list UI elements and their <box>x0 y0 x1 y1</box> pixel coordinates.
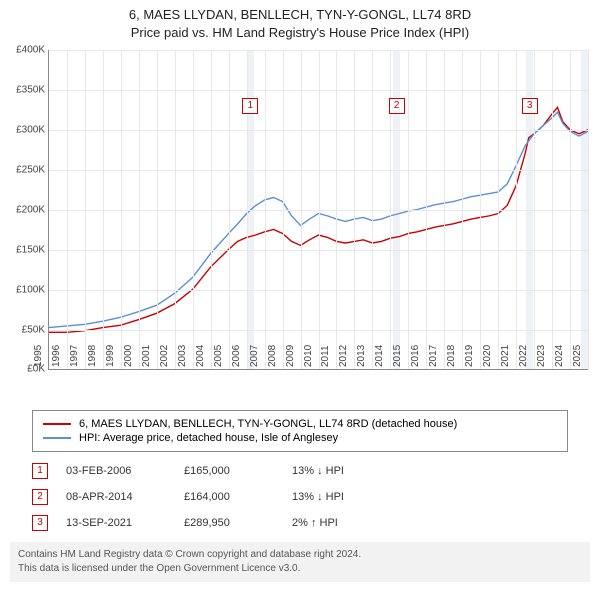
sale-date: 03-FEB-2006 <box>66 465 166 477</box>
chart-marker: 3 <box>522 98 538 114</box>
titles: 6, MAES LLYDAN, BENLLECH, TYN-Y-GONGL, L… <box>0 0 600 42</box>
x-axis-label: 2008 <box>267 345 278 369</box>
x-axis-label: 1998 <box>87 345 98 369</box>
y-axis-label: £400K <box>16 45 49 56</box>
y-axis-label: £200K <box>16 204 49 215</box>
attribution-line: Contains HM Land Registry data © Crown c… <box>18 548 582 562</box>
x-axis-label: 2020 <box>482 345 493 369</box>
x-axis-label: 2025 <box>572 345 583 369</box>
x-axis-label: 2016 <box>410 345 421 369</box>
sale-row: 3 13-SEP-2021 £289,950 2% ↑ HPI <box>32 510 568 536</box>
x-axis-label: 2023 <box>536 345 547 369</box>
sales-list: 1 03-FEB-2006 £165,000 13% ↓ HPI 2 08-APR-201… <box>32 458 568 536</box>
x-axis-label: 2015 <box>392 345 403 369</box>
x-axis-label: 2021 <box>500 345 511 369</box>
x-axis-label: 1995 <box>33 345 44 369</box>
x-axis-label: 2002 <box>159 345 170 369</box>
x-axis-label: 2009 <box>285 345 296 369</box>
title-address: 6, MAES LLYDAN, BENLLECH, TYN-Y-GONGL, L… <box>0 6 600 24</box>
x-axis-label: 2019 <box>464 345 475 369</box>
x-axis-label: 2000 <box>123 345 134 369</box>
sale-date: 08-APR-2014 <box>66 491 166 503</box>
x-axis-label: 2014 <box>374 345 385 369</box>
sale-row: 1 03-FEB-2006 £165,000 13% ↓ HPI <box>32 458 568 484</box>
legend-swatch <box>43 437 71 439</box>
sale-hpi: 13% ↓ HPI <box>292 491 412 503</box>
chart-marker: 2 <box>389 98 405 114</box>
sale-price: £289,950 <box>184 517 274 529</box>
sale-marker: 3 <box>32 515 48 531</box>
x-axis-label: 2022 <box>518 345 529 369</box>
sale-hpi: 13% ↓ HPI <box>292 465 412 477</box>
x-axis-label: 2001 <box>141 345 152 369</box>
chart-container: 6, MAES LLYDAN, BENLLECH, TYN-Y-GONGL, L… <box>0 0 600 582</box>
x-axis-label: 2024 <box>554 345 565 369</box>
x-axis-label: 2010 <box>303 345 314 369</box>
x-axis-label: 2011 <box>320 346 331 370</box>
chart-marker: 1 <box>242 98 258 114</box>
legend-item: HPI: Average price, detached house, Isle… <box>43 431 557 445</box>
chart: £0K£50K£100K£150K£200K£250K£300K£350K£40… <box>48 50 588 400</box>
legend-swatch <box>43 423 71 425</box>
legend-item: 6, MAES LLYDAN, BENLLECH, TYN-Y-GONGL, L… <box>43 417 557 431</box>
sale-marker: 2 <box>32 489 48 505</box>
legend-label: HPI: Average price, detached house, Isle… <box>79 432 338 444</box>
y-axis-label: £150K <box>16 244 49 255</box>
y-axis-label: £50K <box>22 324 49 335</box>
y-axis-label: £250K <box>16 165 49 176</box>
attribution-line: This data is licensed under the Open Gov… <box>18 562 582 576</box>
plot-area: £0K£50K£100K£150K£200K£250K£300K£350K£40… <box>48 50 588 370</box>
title-subtitle: Price paid vs. HM Land Registry's House … <box>0 24 600 42</box>
x-axis-label: 2013 <box>356 345 367 369</box>
x-axis-label: 1996 <box>51 345 62 369</box>
x-axis-label: 2004 <box>195 345 206 369</box>
sale-hpi: 2% ↑ HPI <box>292 517 412 529</box>
y-axis-label: £350K <box>16 85 49 96</box>
x-axis-label: 2003 <box>177 345 188 369</box>
y-axis-label: £100K <box>16 284 49 295</box>
sale-price: £165,000 <box>184 465 274 477</box>
x-axis-label: 2007 <box>249 345 260 369</box>
legend-label: 6, MAES LLYDAN, BENLLECH, TYN-Y-GONGL, L… <box>79 418 457 430</box>
sale-row: 2 08-APR-2014 £164,000 13% ↓ HPI <box>32 484 568 510</box>
attribution: Contains HM Land Registry data © Crown c… <box>10 542 590 582</box>
x-axis-label: 1999 <box>105 345 116 369</box>
x-axis-label: 2006 <box>231 345 242 369</box>
sale-marker: 1 <box>32 463 48 479</box>
x-axis-label: 1997 <box>69 345 80 369</box>
legend: 6, MAES LLYDAN, BENLLECH, TYN-Y-GONGL, L… <box>32 410 568 452</box>
x-axis-label: 2005 <box>213 345 224 369</box>
sale-price: £164,000 <box>184 491 274 503</box>
y-axis-label: £300K <box>16 125 49 136</box>
x-axis-label: 2012 <box>338 345 349 369</box>
x-axis-label: 2018 <box>446 345 457 369</box>
x-axis-label: 2017 <box>428 345 439 369</box>
sale-date: 13-SEP-2021 <box>66 517 166 529</box>
